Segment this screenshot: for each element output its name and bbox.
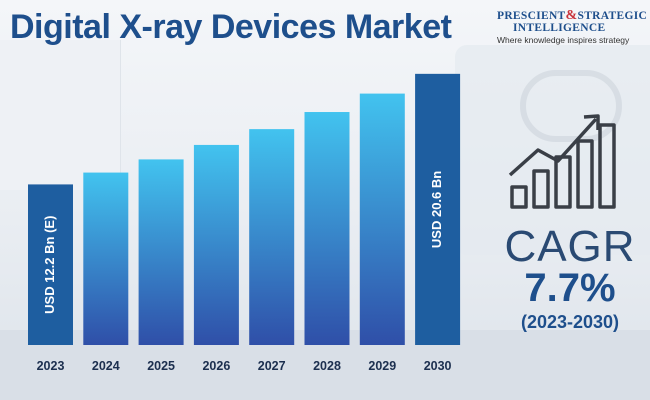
- x-tick-2027: 2027: [258, 359, 286, 373]
- x-tick-2025: 2025: [147, 359, 175, 373]
- cagr-value: 7.7%: [524, 266, 616, 310]
- bar-2027: [249, 129, 295, 345]
- brand-name-part2: STRATEGIC: [577, 10, 648, 22]
- brand-logo: PRESCIENT&STRATEGIC INTELLIGENCE Where k…: [497, 8, 647, 45]
- brand-name-line2: INTELLIGENCE: [513, 22, 606, 34]
- bar-2030: [415, 73, 461, 346]
- brand-tagline: Where knowledge inspires strategy: [497, 35, 630, 45]
- brand-name-part1: PRESCIENT: [497, 10, 566, 22]
- growth-bar-chart-arrow-icon: [508, 114, 616, 209]
- x-tick-2028: 2028: [313, 359, 341, 373]
- data-label-2023: USD 12.2 Bn (E): [42, 216, 57, 314]
- data-label-2030: USD 20.6 Bn: [429, 171, 444, 248]
- x-tick-2026: 2026: [202, 359, 230, 373]
- bar-2026: [193, 144, 239, 345]
- cagr-period: (2023-2030): [520, 312, 620, 332]
- x-tick-2024: 2024: [92, 359, 120, 373]
- bar-2023: [28, 184, 73, 345]
- x-tick-2029: 2029: [368, 359, 396, 373]
- background-xray-arm: [520, 70, 622, 142]
- brand-ampersand: &: [565, 8, 578, 23]
- x-tick-2023: 2023: [37, 359, 65, 373]
- brand-name-line1: PRESCIENT&STRATEGIC: [497, 8, 647, 24]
- cagr-label: CAGR: [504, 222, 636, 271]
- x-tick-2030: 2030: [424, 359, 452, 373]
- bar-2025: [138, 159, 184, 345]
- bar-2028: [304, 112, 350, 345]
- background-panel: [0, 40, 121, 190]
- chart-title: Digital X-ray Devices Market: [10, 8, 452, 46]
- bar-2029: [359, 93, 405, 345]
- bar-2024: [83, 172, 129, 345]
